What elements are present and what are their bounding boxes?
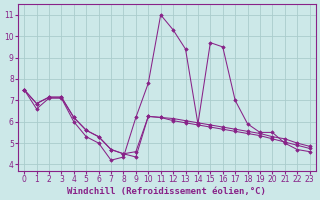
X-axis label: Windchill (Refroidissement éolien,°C): Windchill (Refroidissement éolien,°C) bbox=[68, 187, 266, 196]
